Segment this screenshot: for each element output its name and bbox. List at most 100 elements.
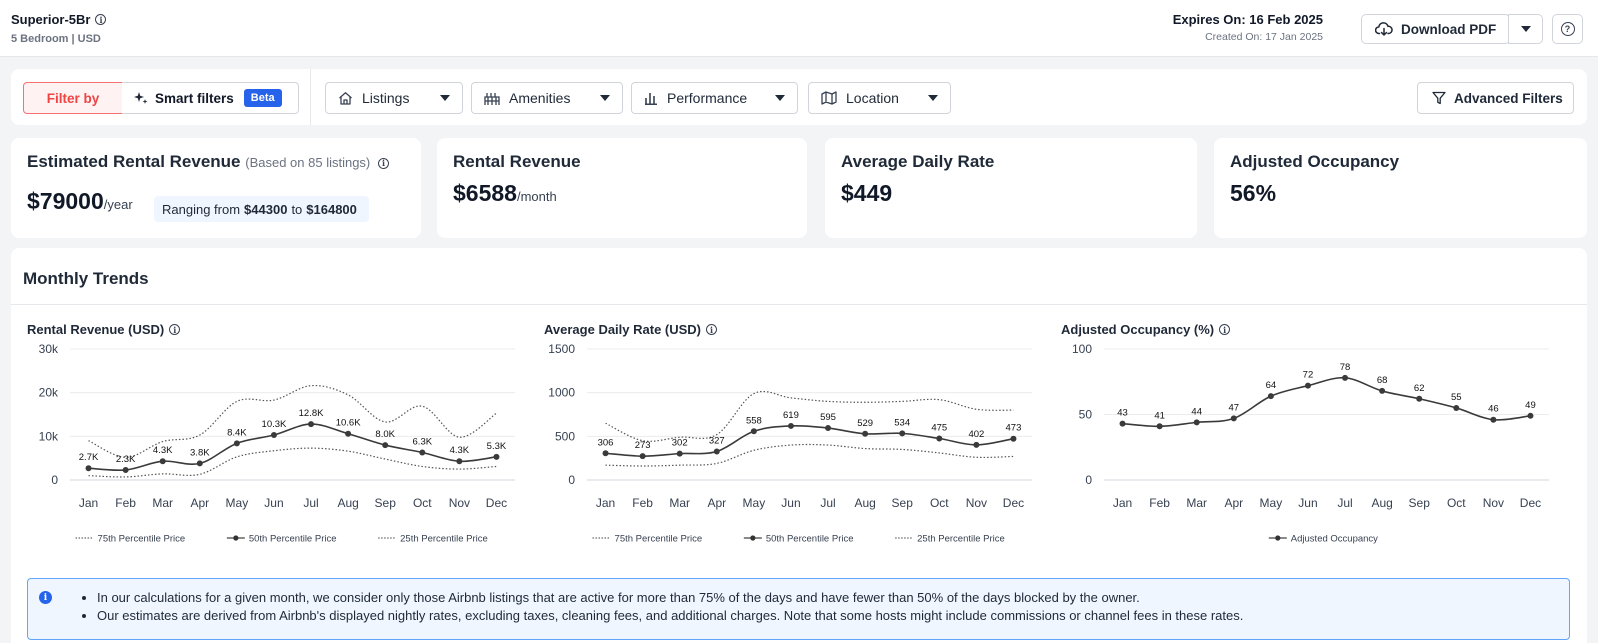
- adr-chart-title: Average Daily Rate (USD) i: [544, 322, 718, 337]
- home-icon: [339, 91, 352, 105]
- x-tick-label: Jul: [303, 496, 318, 510]
- bar-chart-icon: [645, 93, 657, 105]
- data-point: [233, 440, 240, 447]
- smart-filters-button[interactable]: Smart filters Beta: [122, 82, 299, 114]
- x-tick-label: Aug: [1371, 496, 1392, 510]
- per-month-unit: /month: [516, 189, 557, 204]
- x-tick-label: Aug: [337, 496, 358, 510]
- legend-label: 75th Percentile Price: [615, 534, 703, 545]
- data-point: [602, 450, 609, 457]
- data-label: 64: [1266, 380, 1277, 391]
- performance-label: Performance: [667, 90, 748, 106]
- monthly-trends-panel: [11, 248, 1587, 643]
- data-label: 8.4K: [227, 427, 247, 438]
- data-label: 62: [1414, 383, 1425, 394]
- x-tick-label: Oct: [930, 496, 949, 510]
- data-point: [493, 453, 500, 460]
- chevron-down-icon: [928, 95, 938, 101]
- range-low: $44300: [244, 201, 288, 217]
- per-year-unit: /year: [103, 197, 133, 212]
- adr-value: $449: [841, 180, 893, 206]
- listings-dropdown[interactable]: Listings: [325, 82, 463, 114]
- filter-by-button[interactable]: Filter by: [23, 82, 123, 114]
- x-tick-label: Apr: [190, 496, 209, 510]
- location-dropdown[interactable]: Location: [808, 82, 951, 114]
- y-tick-label: 1000: [548, 386, 575, 400]
- x-tick-label: Feb: [1149, 496, 1170, 510]
- download-pdf-button[interactable]: Download PDF: [1361, 14, 1510, 44]
- data-point: [1156, 423, 1163, 430]
- data-label: 55: [1451, 392, 1462, 403]
- legend-marker: [1275, 535, 1281, 541]
- data-point: [713, 448, 720, 455]
- x-tick-label: Oct: [413, 496, 432, 510]
- map-icon: [821, 91, 837, 105]
- x-tick-label: Oct: [1447, 496, 1466, 510]
- legend-label: 50th Percentile Price: [766, 534, 854, 545]
- info-icon[interactable]: i: [169, 324, 181, 335]
- estimated-revenue-heading: Estimated Rental Revenue: [27, 152, 241, 171]
- percentile-line: [605, 390, 1014, 442]
- property-name: Superior-5Br: [11, 12, 91, 27]
- data-label: 72: [1303, 370, 1314, 381]
- info-icon[interactable]: i: [706, 324, 718, 335]
- legend-label: Adjusted Occupancy: [1291, 534, 1378, 545]
- x-tick-label: May: [743, 496, 766, 510]
- data-point: [1379, 387, 1386, 394]
- x-tick-label: Jun: [1298, 496, 1317, 510]
- legend-label: 75th Percentile Price: [98, 534, 186, 545]
- adr-title: Average Daily Rate: [841, 152, 995, 171]
- info-icon: i: [39, 591, 52, 604]
- expiry-date: Expires On: 16 Feb 2025: [1172, 12, 1323, 27]
- occupancy-value: 56%: [1230, 180, 1277, 206]
- amenities-icon: [484, 92, 500, 105]
- download-options-button[interactable]: [1508, 14, 1543, 44]
- percentile-line: [605, 443, 1014, 467]
- data-point: [1119, 420, 1126, 427]
- y-tick-label: 50: [1079, 408, 1093, 422]
- data-label: 302: [672, 438, 688, 449]
- data-point: [862, 430, 869, 437]
- amenities-dropdown[interactable]: Amenities: [471, 82, 623, 114]
- y-tick-label: 0: [1085, 473, 1092, 487]
- data-point: [345, 430, 352, 437]
- advanced-filters-button[interactable]: Advanced Filters: [1417, 82, 1574, 114]
- info-icon[interactable]: i: [1219, 324, 1231, 335]
- rental-revenue-chart: 0 10k 20k 30k Jan Feb Mar Apr May Jun Jul Aug Sep Oct…: [39, 342, 515, 545]
- info-icon[interactable]: i: [378, 157, 389, 169]
- occupancy-title: Adjusted Occupancy: [1230, 152, 1400, 171]
- legend-marker: [750, 535, 756, 541]
- data-label: 41: [1154, 410, 1165, 421]
- data-label: 10.6K: [336, 418, 361, 429]
- revenue-chart-label: Rental Revenue (USD): [27, 322, 165, 337]
- data-point: [639, 453, 646, 460]
- chevron-down-icon: [440, 95, 450, 101]
- x-tick-label: Nov: [449, 496, 470, 510]
- x-tick-label: Jan: [1113, 496, 1132, 510]
- data-label: 47: [1229, 402, 1240, 413]
- x-tick-label: Jan: [596, 496, 615, 510]
- data-point: [899, 430, 906, 437]
- performance-dropdown[interactable]: Performance: [631, 82, 798, 114]
- x-tick-label: Apr: [707, 496, 726, 510]
- y-tick-label: 1500: [548, 342, 575, 356]
- rental-revenue-card: Rental Revenue $6588/month: [437, 138, 807, 238]
- y-tick-label: 0: [568, 473, 575, 487]
- data-point: [1490, 416, 1497, 423]
- data-point: [936, 435, 943, 442]
- data-point: [1267, 393, 1274, 400]
- x-tick-label: Jun: [264, 496, 283, 510]
- data-label: 68: [1377, 375, 1388, 386]
- x-tick-label: Jun: [781, 496, 800, 510]
- x-tick-label: Nov: [966, 496, 987, 510]
- adr-chart-label: Average Daily Rate (USD): [544, 322, 702, 337]
- data-label: 595: [820, 412, 836, 423]
- help-button[interactable]: ?: [1552, 14, 1583, 44]
- estimated-revenue-card: Estimated Rental Revenue (Based on 85 li…: [11, 138, 421, 238]
- data-label: 327: [709, 435, 725, 446]
- data-label: 529: [857, 418, 873, 429]
- data-label: 558: [746, 415, 762, 426]
- data-label: 43: [1117, 408, 1128, 419]
- data-label: 273: [635, 440, 651, 451]
- info-icon[interactable]: i: [95, 14, 107, 25]
